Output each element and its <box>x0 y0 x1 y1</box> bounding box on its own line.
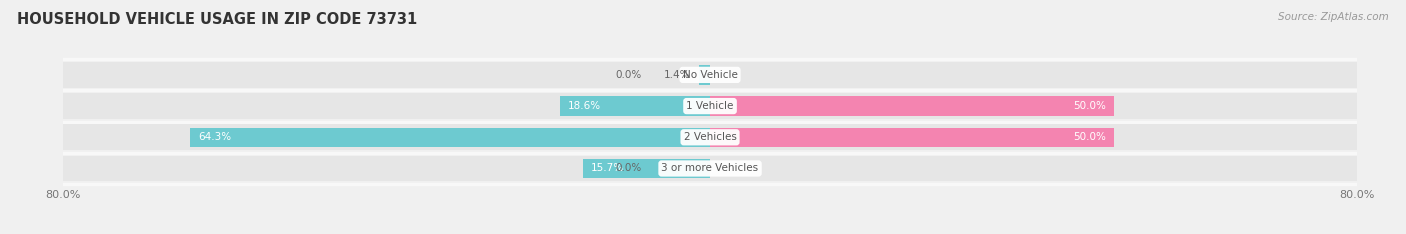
Text: 0.0%: 0.0% <box>614 164 641 173</box>
Text: 0.0%: 0.0% <box>614 70 641 80</box>
Text: 1.4%: 1.4% <box>664 70 690 80</box>
Text: Source: ZipAtlas.com: Source: ZipAtlas.com <box>1278 12 1389 22</box>
Bar <box>710 128 1115 147</box>
Bar <box>63 62 1357 88</box>
Bar <box>583 159 710 178</box>
Text: 50.0%: 50.0% <box>1073 101 1107 111</box>
Text: 64.3%: 64.3% <box>198 132 232 142</box>
Text: 15.7%: 15.7% <box>591 164 624 173</box>
Bar <box>190 128 710 147</box>
Text: 50.0%: 50.0% <box>1073 132 1107 142</box>
Text: 1 Vehicle: 1 Vehicle <box>686 101 734 111</box>
Bar <box>63 156 1357 181</box>
Bar <box>560 96 710 116</box>
Bar <box>63 93 1357 119</box>
Text: No Vehicle: No Vehicle <box>682 70 738 80</box>
Bar <box>63 124 1357 150</box>
Text: 2 Vehicles: 2 Vehicles <box>683 132 737 142</box>
Text: 3 or more Vehicles: 3 or more Vehicles <box>661 164 759 173</box>
Text: HOUSEHOLD VEHICLE USAGE IN ZIP CODE 73731: HOUSEHOLD VEHICLE USAGE IN ZIP CODE 7373… <box>17 12 418 27</box>
Text: 18.6%: 18.6% <box>568 101 600 111</box>
Bar <box>710 96 1115 116</box>
Bar <box>699 65 710 84</box>
